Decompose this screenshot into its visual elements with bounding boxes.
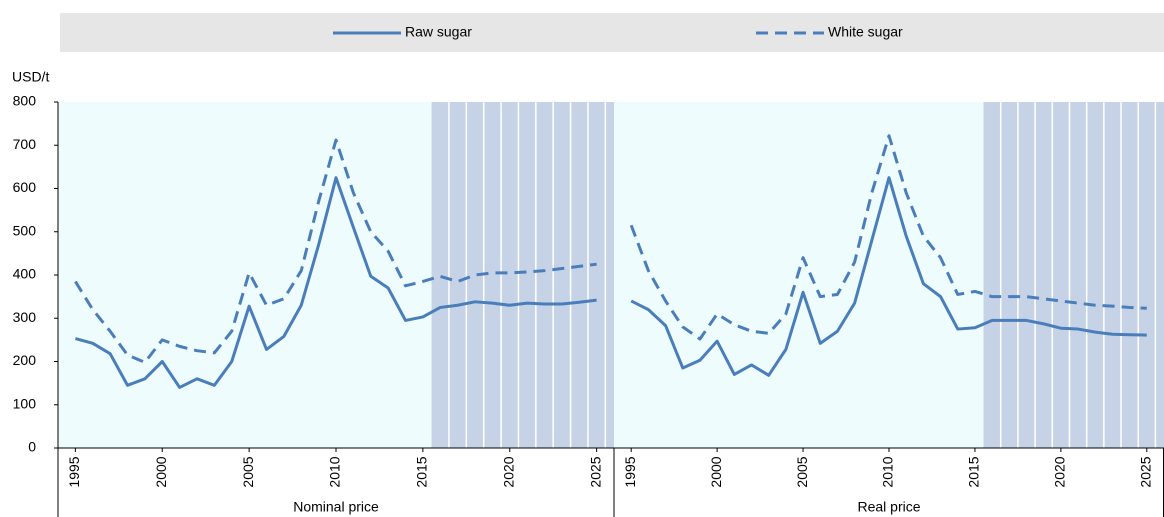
data-line (630, 176, 1147, 377)
y-axis-title: USD/t (12, 69, 49, 85)
x-tick-label: 2015 (966, 456, 982, 487)
y-tick-label: 300 (13, 309, 37, 325)
x-tick-label: 2025 (1138, 456, 1154, 487)
x-tick-label: 2020 (500, 456, 516, 487)
data-line (629, 134, 1147, 341)
legend-label: Raw sugar (405, 24, 472, 40)
y-tick-label: 800 (13, 93, 37, 109)
x-tick-label: 2010 (327, 456, 343, 487)
legend-background (60, 13, 1164, 52)
y-tick-label: 500 (13, 222, 37, 238)
projection-shading (983, 102, 1164, 448)
y-tick-label: 600 (13, 179, 37, 195)
y-tick-label: 100 (13, 395, 37, 411)
projection-shading (431, 102, 614, 448)
x-tick-label: 2000 (153, 456, 169, 487)
x-axis-title: Nominal price (293, 499, 379, 515)
data-line (74, 138, 597, 364)
x-tick-label: 2000 (708, 456, 724, 487)
x-tick-label: 2020 (1052, 456, 1068, 487)
x-tick-label: 2005 (794, 456, 810, 487)
data-line (74, 176, 597, 389)
y-tick-label: 0 (28, 439, 36, 455)
x-tick-label: 2025 (587, 456, 603, 487)
x-tick-label: 2010 (880, 456, 896, 487)
legend-label: White sugar (828, 24, 903, 40)
x-axis-title: Real price (857, 499, 920, 515)
y-tick-label: 200 (13, 352, 37, 368)
y-tick-label: 400 (13, 266, 37, 282)
y-tick-label: 700 (13, 136, 37, 152)
x-tick-label: 2015 (414, 456, 430, 487)
x-tick-label: 1995 (622, 456, 638, 487)
x-tick-label: 2005 (240, 456, 256, 487)
x-tick-label: 1995 (66, 456, 82, 487)
